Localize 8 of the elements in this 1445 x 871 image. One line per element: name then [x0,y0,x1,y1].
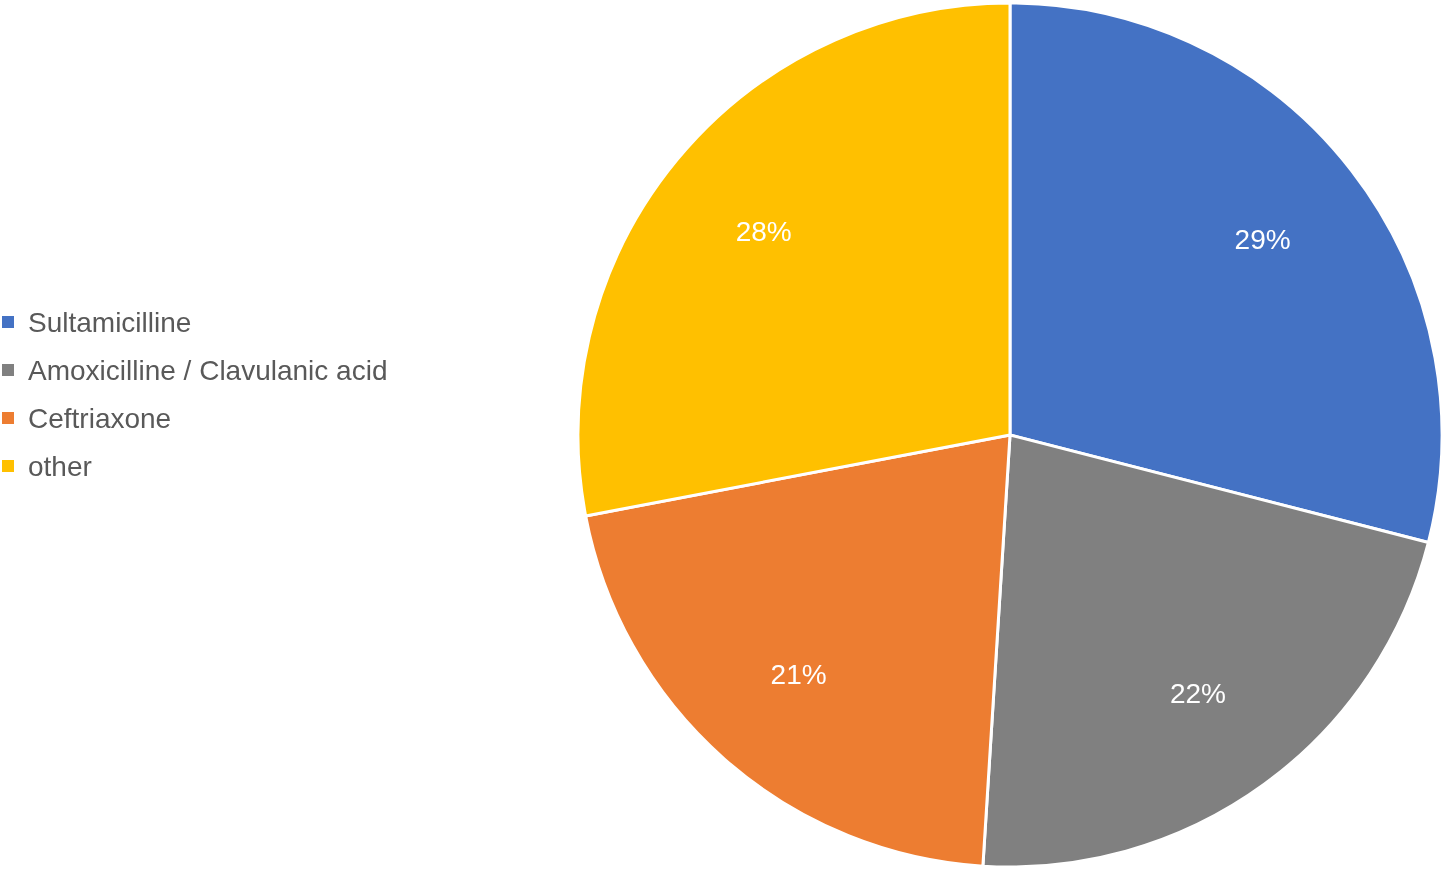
data-label: 21% [770,659,827,691]
data-label: 22% [1169,678,1226,710]
legend-label: Ceftriaxone [28,402,172,434]
legend-label: other [28,450,92,482]
legend-label: Amoxicilline / Clavulanic acid [28,354,388,386]
legend-label: Sultamicilline [28,306,192,338]
data-label: 29% [1234,223,1291,255]
data-label: 28% [735,215,792,247]
